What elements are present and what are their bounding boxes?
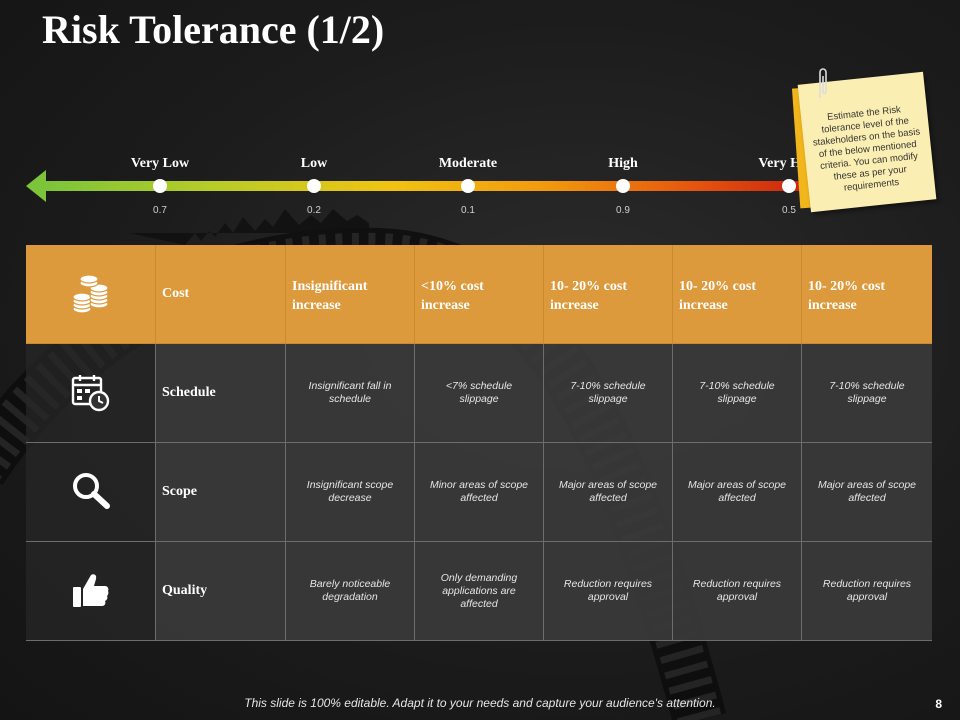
level-value-low: 0.2 bbox=[307, 205, 321, 216]
table-cell: Major areas of scope affected bbox=[673, 443, 802, 542]
page-number: 8 bbox=[935, 697, 942, 711]
table-cell: <10% cost increase bbox=[415, 245, 544, 344]
footer-text: This slide is 100% editable. Adapt it to… bbox=[244, 696, 716, 710]
level-label-very-low: Very Low bbox=[130, 156, 190, 171]
criterion-quality: Quality bbox=[156, 542, 286, 641]
magnifier-icon bbox=[72, 473, 110, 509]
table-cell: Major areas of scope affected bbox=[544, 443, 673, 542]
row-icon-cell bbox=[26, 245, 156, 344]
table-cell: Reduction requires approval bbox=[544, 542, 673, 641]
risk-criteria-table: Cost Insignificant increase <10% cost in… bbox=[26, 245, 932, 641]
criterion-scope: Scope bbox=[156, 443, 286, 542]
table-cell: Insignificant fall in schedule bbox=[286, 344, 415, 443]
table-cell: <7% schedule slippage bbox=[415, 344, 544, 443]
level-value-very-high: 0.5 bbox=[782, 205, 796, 216]
table-cell: 10- 20% cost increase bbox=[802, 245, 932, 344]
table-cell: Insignificant increase bbox=[286, 245, 415, 344]
page-title: Risk Tolerance (1/2) bbox=[42, 7, 385, 52]
level-label-high: High bbox=[608, 156, 638, 171]
calendar-clock-icon bbox=[71, 375, 109, 412]
table-cell: Reduction requires approval bbox=[673, 542, 802, 641]
arrow-left-icon bbox=[26, 170, 46, 202]
coins-icon bbox=[71, 274, 109, 314]
level-label-low: Low bbox=[300, 156, 328, 171]
row-icon-cell bbox=[26, 443, 156, 542]
level-value-very-low: 0.7 bbox=[153, 205, 167, 216]
thumbs-up-icon bbox=[72, 574, 108, 607]
level-marker-very-high bbox=[782, 179, 796, 193]
level-value-high: 0.9 bbox=[616, 205, 630, 216]
table-cell: Reduction requires approval bbox=[802, 542, 932, 641]
row-icon-cell bbox=[26, 344, 156, 443]
row-icon-cell bbox=[26, 542, 156, 641]
table-cell: Insignificant scope decrease bbox=[286, 443, 415, 542]
table-cell: 10- 20% cost increase bbox=[673, 245, 802, 344]
table-cell: Minor areas of scope affected bbox=[415, 443, 544, 542]
criterion-schedule: Schedule bbox=[156, 344, 286, 443]
table-cell: 10- 20% cost increase bbox=[544, 245, 673, 344]
paperclip-icon bbox=[819, 68, 827, 98]
criterion-cost: Cost bbox=[156, 245, 286, 344]
table-cell: 7-10% schedule slippage bbox=[673, 344, 802, 443]
table-cell: 7-10% schedule slippage bbox=[802, 344, 932, 443]
level-label-moderate: Moderate bbox=[438, 156, 498, 171]
level-marker-high bbox=[616, 179, 630, 193]
level-marker-low bbox=[307, 179, 321, 193]
table-cell: Only demanding applications are affected bbox=[415, 542, 544, 641]
risk-scale: Very Low 0.7 Low 0.2 Moderate 0.1 High 0… bbox=[0, 150, 960, 230]
scale-gradient-bar bbox=[44, 181, 814, 191]
sticky-note: Estimate the Risk tolerance level of the… bbox=[790, 68, 940, 213]
level-value-moderate: 0.1 bbox=[461, 205, 475, 216]
table-cell: 7-10% schedule slippage bbox=[544, 344, 673, 443]
table-cell: Barely noticeable degradation bbox=[286, 542, 415, 641]
level-marker-very-low bbox=[153, 179, 167, 193]
table-cell: Major areas of scope affected bbox=[802, 443, 932, 542]
level-marker-moderate bbox=[461, 179, 475, 193]
